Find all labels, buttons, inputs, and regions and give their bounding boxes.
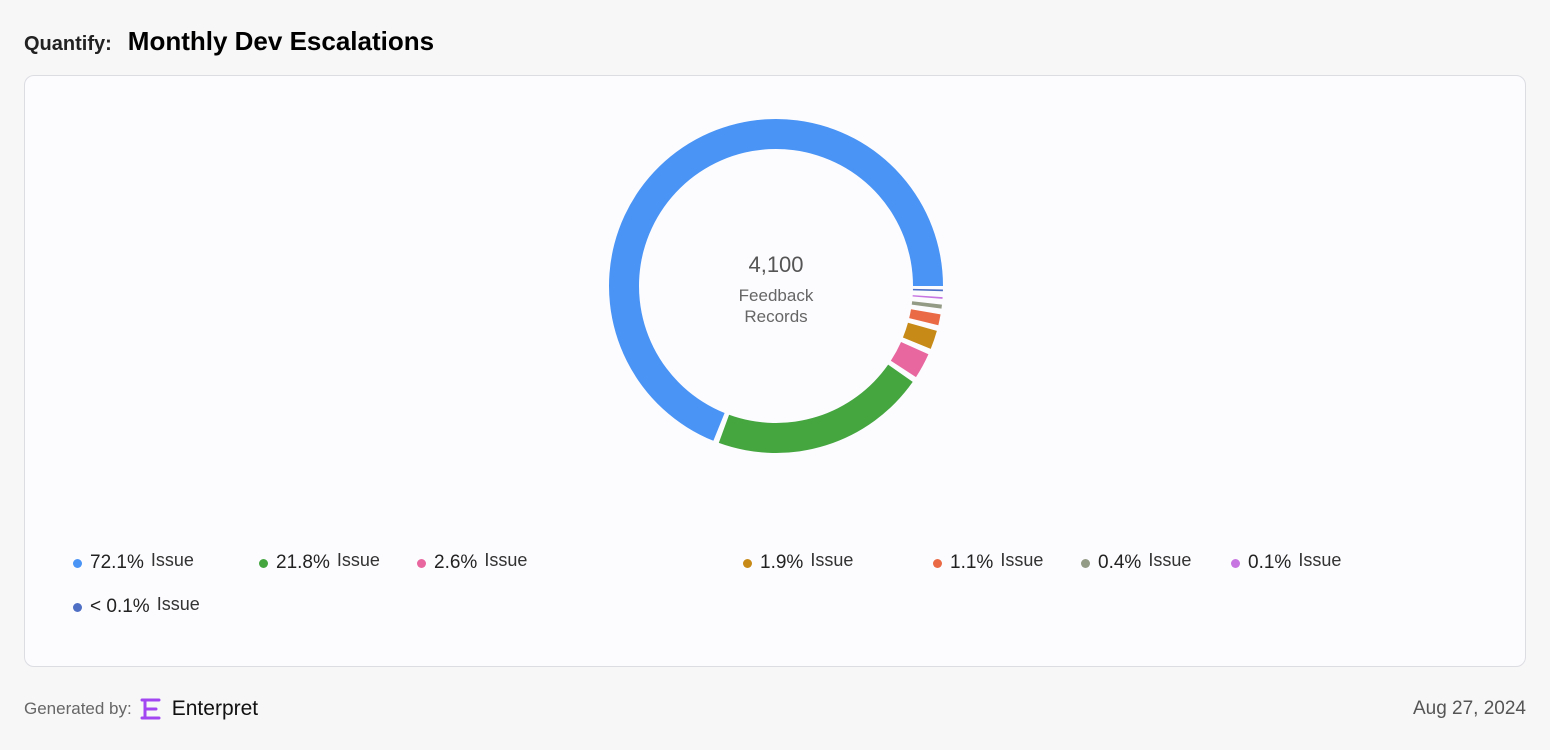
legend-label: Issue: [1298, 549, 1342, 570]
legend-dot: [73, 558, 82, 568]
legend-label: Issue: [484, 549, 528, 570]
brand-name: Enterpret: [171, 697, 259, 720]
legend-item-5[interactable]: 1.1% Issue: [933, 549, 1044, 574]
page-title: Monthly Dev Escalations: [127, 26, 435, 56]
report-date: Aug 27, 2024: [1412, 698, 1526, 719]
donut-slice-4[interactable]: [902, 322, 937, 349]
enterpret-logo-icon: [140, 698, 161, 720]
donut-slice-5[interactable]: [909, 309, 941, 326]
legend-dot: [1231, 558, 1240, 568]
legend-dot: [73, 602, 82, 612]
legend-label: Issue: [336, 549, 380, 570]
legend-percent: 21.8%: [276, 552, 330, 573]
generated-by-label: Generated by:: [24, 699, 132, 718]
donut-slice-6[interactable]: [911, 301, 942, 309]
page-header: Quantify: Monthly Dev Escalations: [24, 26, 434, 57]
donut-slice-3[interactable]: [890, 341, 929, 378]
legend-item-4[interactable]: 1.9% Issue: [743, 549, 854, 574]
donut-slices: [609, 119, 943, 453]
center-label-line1: Feedback: [739, 286, 814, 305]
chart-card: 4,100 Feedback Records 72.1% Issue 21.8% Is…: [24, 75, 1526, 667]
legend-item-1[interactable]: 72.1% Issue: [73, 549, 194, 574]
footer-generated-by: Generated by: Enterpret: [24, 696, 258, 722]
donut-slice-8[interactable]: [912, 288, 943, 292]
legend-item-6[interactable]: 0.4% Issue: [1081, 549, 1192, 574]
legend-percent: < 0.1%: [90, 596, 150, 617]
legend-item-2[interactable]: 21.8% Issue: [259, 549, 380, 574]
legend-percent: 1.9%: [760, 552, 804, 573]
legend-dot: [417, 558, 426, 568]
center-label-line2: Records: [744, 307, 807, 326]
legend-item-8[interactable]: < 0.1% Issue: [73, 593, 200, 618]
legend-percent: 0.1%: [1248, 552, 1292, 573]
legend-label: Issue: [1148, 549, 1192, 570]
center-total-value: 4,100: [748, 252, 803, 277]
legend-dot: [933, 558, 942, 568]
donut-chart: 4,100 Feedback Records: [609, 119, 943, 453]
legend-percent: 2.6%: [434, 552, 478, 573]
legend-item-3[interactable]: 2.6% Issue: [417, 549, 528, 574]
legend-percent: 1.1%: [950, 552, 994, 573]
legend-dot: [259, 558, 268, 568]
legend-label: Issue: [810, 549, 854, 570]
legend-percent: 72.1%: [90, 552, 144, 573]
legend-label: Issue: [150, 549, 194, 570]
quantify-label: Quantify:: [24, 33, 112, 55]
legend-item-7[interactable]: 0.1% Issue: [1231, 549, 1342, 574]
legend-label: Issue: [156, 593, 200, 614]
legend-dot: [1081, 558, 1090, 568]
legend-percent: 0.4%: [1098, 552, 1142, 573]
legend-dot: [743, 558, 752, 568]
legend-label: Issue: [1000, 549, 1044, 570]
donut-slice-2[interactable]: [718, 364, 913, 453]
donut-slice-7[interactable]: [912, 295, 943, 299]
